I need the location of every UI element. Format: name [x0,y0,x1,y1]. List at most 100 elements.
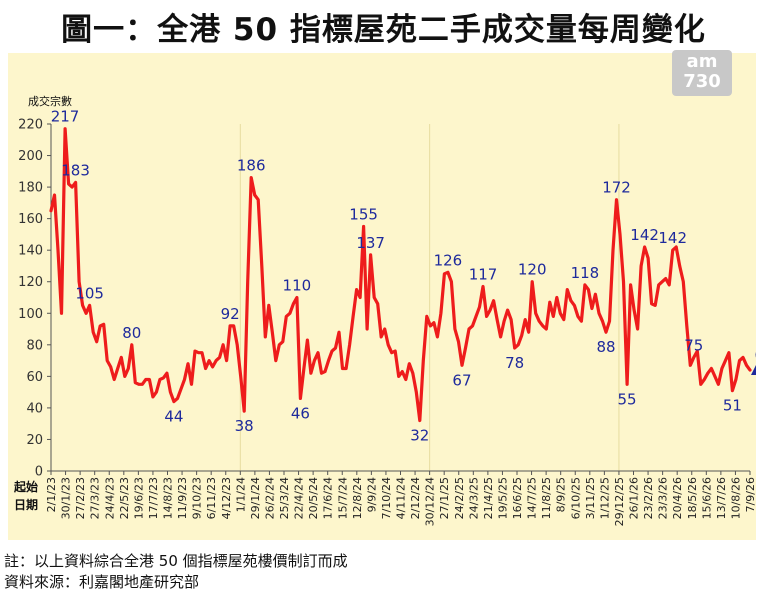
chart-panel: 0 20 40 60 80 100 120 140 160 180 200 220 2/1/23 30/1… [8,53,756,540]
x-tick-label: 22/4/24 [293,477,306,519]
y-tick-label: 100 [18,307,43,322]
data-label: 142 [630,226,659,244]
x-tick-label: 17/7/23 [147,477,160,519]
y-tick-label: 220 [18,118,43,133]
data-label: 117 [469,265,498,283]
x-tick-label: 11/9/23 [176,477,189,519]
y-tick-label: 80 [26,338,43,353]
x-tick-label: 1/12/25 [598,477,611,519]
x-tick-label: 6/11/23 [205,477,218,519]
data-label: 38 [235,417,254,435]
footnote-note: 註：以上資料綜合全港 50 個指標屋苑樓價制訂而成 [4,552,348,570]
data-label: 172 [602,179,631,197]
y-tick-label: 200 [18,149,43,164]
x-tick-label: 29/12/25 [613,477,626,526]
x-tick-label: 30/1/23 [60,477,73,519]
x-tick-label: 2/1/23 [45,477,58,512]
y-axis-label: 成交宗數 [28,94,72,108]
x-tick-label: 26/2/24 [263,477,276,519]
x-tick-label: 23/2/26 [642,477,655,519]
x-tick-label: 15/6/26 [700,477,713,519]
y-tick-label: 0 [35,465,43,480]
data-label: 126 [434,251,463,269]
x-tick-label: 7/9/26 [744,477,756,512]
data-label: 183 [61,161,90,179]
data-label: 118 [571,264,600,282]
data-label: 137 [356,234,385,252]
x-tick-label: 1/1/24 [234,477,247,512]
x-tick-label: 9/9/24 [365,477,378,512]
last-point-marker [751,365,756,376]
data-label: 75 [684,336,703,354]
x-tick-label: 11/8/25 [540,477,553,519]
logo-text-bottom: 730 [683,71,721,92]
x-tick-label: 3/11/25 [584,477,597,519]
x-tick-label: 18/5/26 [686,477,699,519]
x-tick-label: 24/4/23 [103,477,116,519]
x-tick-label: 10/8/26 [729,477,742,519]
x-tick-label: 26/1/26 [628,477,641,519]
x-tick-label: 30/12/24 [424,477,437,526]
x-tick-label: 20/5/24 [307,477,320,519]
data-label: 217 [51,108,80,126]
data-label: 46 [291,404,310,422]
chart-title: 圖一：全港 50 指標屋苑二手成交量每周變化 [61,12,706,48]
x-tick-label: 29/1/24 [249,477,262,519]
data-label: 55 [618,390,637,408]
x-tick-label: 21/4/25 [482,477,495,519]
y-tick-label: 20 [26,433,43,448]
y-tick-label: 40 [26,401,43,416]
x-tick-label: 25/3/24 [278,477,291,519]
series-line [49,127,752,423]
x-tick-label: 4/11/24 [395,477,408,519]
logo-text-top: am [686,51,718,72]
x-tick-label: 19/6/23 [132,477,145,519]
x-axis-label: 起始 [13,479,38,494]
data-label: 155 [349,206,378,224]
data-label: 88 [596,338,615,356]
data-label: 78 [505,354,524,372]
y-tick-label: 120 [18,275,43,290]
x-tick-label: 16/6/25 [511,477,524,519]
x-tick-label: 15/7/24 [336,477,349,519]
data-label: 105 [75,284,104,302]
data-label: 32 [410,427,429,445]
data-label: 64 [754,346,756,364]
x-tick-label: 9/10/23 [191,477,204,519]
x-tick-label: 4/12/23 [220,477,233,519]
x-tick-label: 23/3/26 [657,477,670,519]
x-tick-label: 20/4/26 [671,477,684,519]
x-tick-label: 17/6/24 [322,477,335,519]
x-tick-label: 19/5/25 [496,477,509,519]
x-tick-label: 22/5/23 [118,477,131,519]
x-tick-label: 14/7/25 [526,477,539,519]
x-tick-label: 8/9/25 [555,477,568,512]
x-tick-label: 12/8/24 [351,477,364,519]
y-tick-label: 60 [26,370,43,385]
x-tick-label: 24/3/25 [467,477,480,519]
x-tick-label: 27/1/25 [438,477,451,519]
data-label: 51 [723,397,742,415]
footnote-source: 資料來源：利嘉閣地產研究部 [4,573,200,591]
y-tick-label: 140 [18,244,43,259]
x-tick-label: 7/10/24 [380,477,393,519]
y-tick-label: 180 [18,181,43,196]
data-label: 92 [221,305,240,323]
y-tick-label: 160 [18,212,43,227]
footnotes: 註：以上資料綜合全港 50 個指標屋苑樓價制訂而成 資料來源：利嘉閣地產研究部 [4,551,348,593]
data-label: 80 [122,324,141,342]
x-tick-label: 13/7/26 [715,477,728,519]
x-axis-label-line2: 日期 [14,497,38,512]
x-tick-label: 24/2/25 [453,477,466,519]
data-label: 110 [283,277,312,295]
x-tick-label: 2/12/24 [409,477,422,519]
data-label: 44 [164,408,183,426]
x-tick-label: 27/2/23 [74,477,87,519]
data-label: 67 [452,371,471,389]
data-label: 142 [658,229,687,247]
station-logo: am 730 [672,50,732,96]
x-tick-label: 6/10/25 [569,477,582,519]
data-label: 120 [518,261,547,279]
data-label: 186 [237,157,266,175]
